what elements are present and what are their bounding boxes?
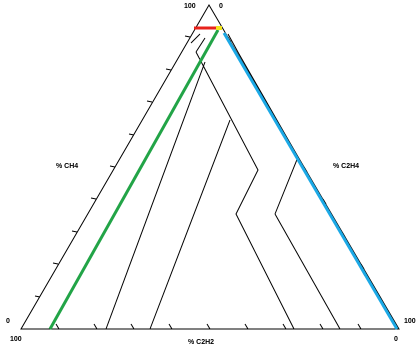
boundary-line-5 (105, 61, 206, 330)
right-vertex-value: 100 (404, 318, 416, 325)
bottom-edge-ticks (55, 323, 362, 330)
zone-boundaries (105, 33, 366, 330)
boundary-line-4 (195, 51, 295, 330)
left-axis-label: % CH4 (56, 163, 78, 170)
boundary-line-7 (274, 213, 341, 330)
bottom-left-value: 100 (10, 336, 22, 343)
left-vertex-value: 0 (6, 318, 10, 325)
blue-band (222, 32, 399, 330)
bottom-right-value: 0 (394, 336, 398, 343)
top-right-value: 0 (219, 3, 223, 10)
top-left-value: 100 (184, 3, 196, 10)
green-band (48, 29, 220, 330)
boundary-line-3 (227, 33, 299, 215)
boundary-line-1 (190, 33, 201, 44)
right-axis-label: % C2H4 (333, 163, 359, 170)
left-edge-ticks (34, 35, 191, 298)
yellow-marker (216, 26, 222, 30)
boundary-line-6 (149, 119, 231, 330)
bottom-axis-label: % C2H2 (188, 339, 214, 346)
boundary-line-2 (195, 37, 206, 53)
